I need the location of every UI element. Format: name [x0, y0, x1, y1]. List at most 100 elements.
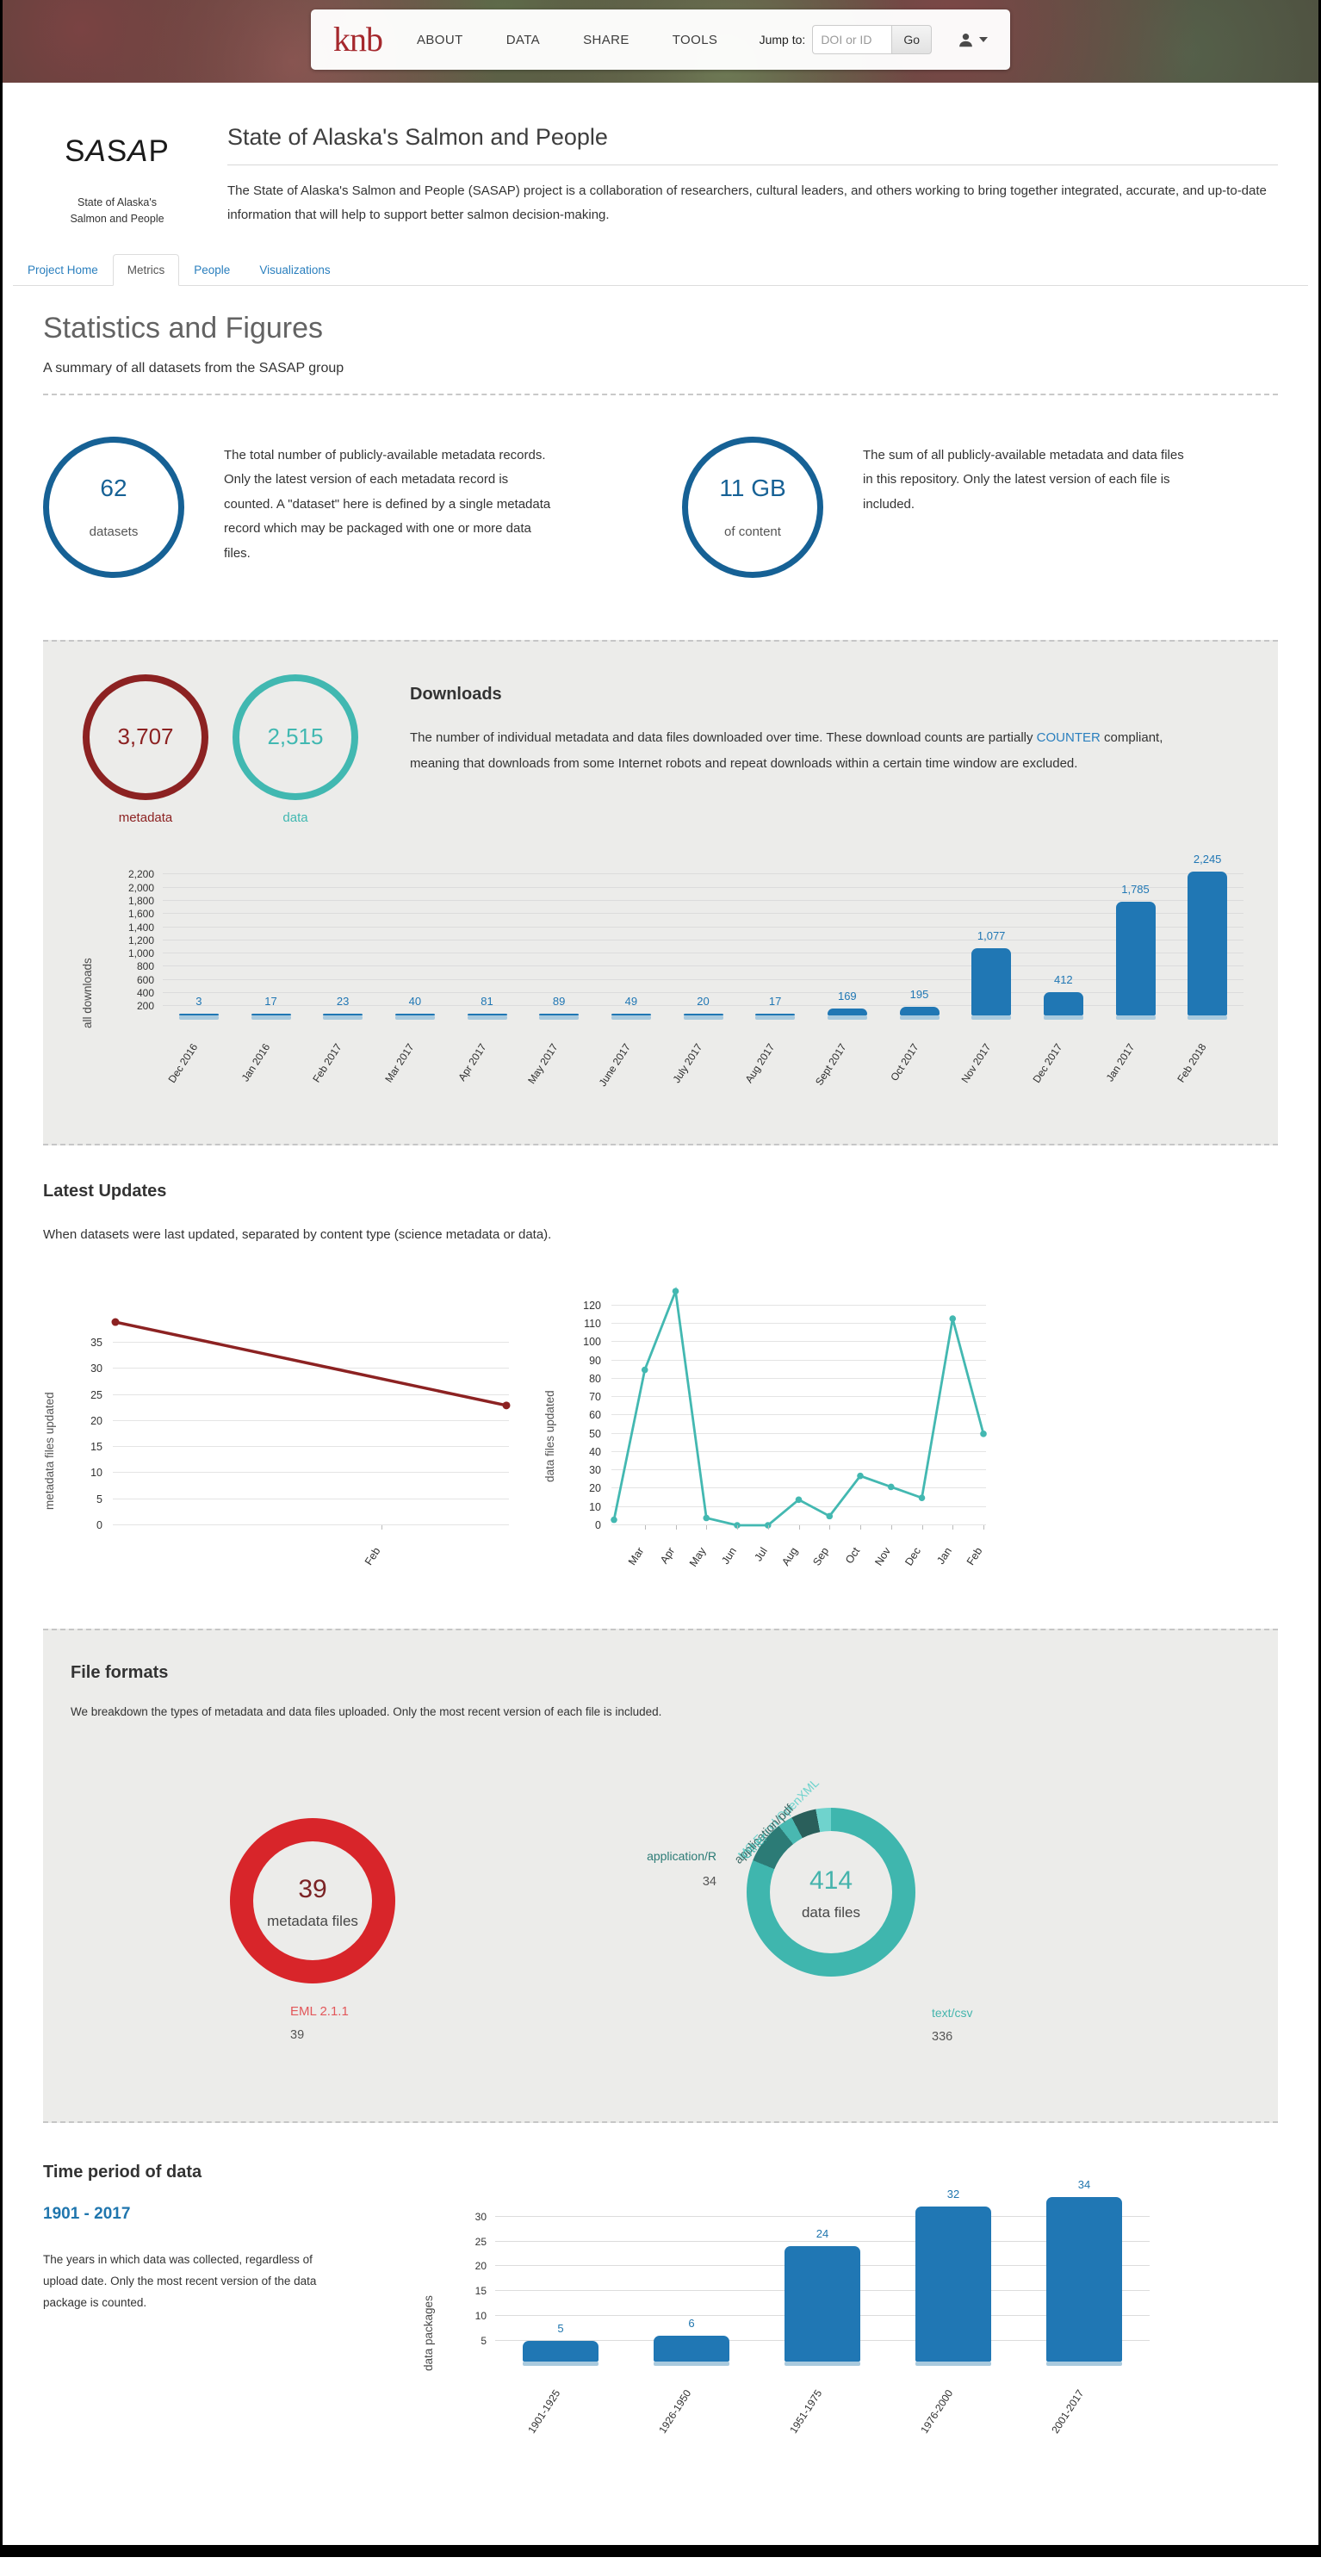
bar-base: [785, 2361, 860, 2366]
x-tick: [675, 1524, 677, 1530]
bar-base: [755, 1015, 796, 1020]
eml-slice-value: 39: [290, 2027, 305, 2042]
y-tick-label: 2,200: [127, 868, 154, 881]
y-tick-label: 80: [589, 1372, 601, 1385]
doi-search-input[interactable]: [812, 25, 892, 54]
gridline: [113, 1368, 509, 1369]
bar-base: [611, 1015, 651, 1020]
stats-title: Statistics and Figures: [43, 311, 324, 345]
jump-to-label: Jump to:: [759, 33, 806, 47]
y-tick-label: 1,200: [127, 934, 154, 947]
nav-link-about[interactable]: ABOUT: [417, 32, 463, 47]
bar-base: [683, 1015, 723, 1020]
x-tick: [706, 1524, 708, 1530]
x-tick-label: Feb 2018: [1175, 1040, 1210, 1085]
bar-value-label: 5: [557, 2321, 564, 2335]
bar-base: [394, 1015, 435, 1020]
content-size-metric: 11 GB of content The sum of all publicly…: [682, 436, 1278, 578]
bar-base: [827, 1015, 867, 1020]
bar-value-label: 89: [552, 994, 566, 1008]
bar-value-label: 34: [1077, 2177, 1091, 2191]
x-tick-label: 1976-2000: [917, 2387, 955, 2436]
y-tick-label: 40: [589, 1445, 601, 1458]
sasap-logo: SASAP State of Alaska's Salmon and Peopl…: [43, 112, 191, 228]
x-tick: [767, 1524, 769, 1530]
tab-metrics[interactable]: Metrics: [112, 253, 180, 286]
bar-base: [1115, 1015, 1156, 1020]
gridline: [611, 1304, 986, 1306]
y-tick-label: 1,400: [127, 921, 154, 934]
gridline: [611, 1341, 986, 1343]
downloads-section: 3,707 metadata 2,515 data Downloads The …: [43, 639, 1278, 1145]
gridline: [611, 1487, 986, 1489]
gridline: [611, 1450, 986, 1452]
gridline: [163, 992, 1243, 994]
tab-visualizations[interactable]: Visualizations: [259, 263, 331, 276]
y-tick-label: 1,000: [127, 947, 154, 960]
nav-link-data[interactable]: DATA: [505, 32, 541, 47]
counter-link[interactable]: COUNTER: [1036, 729, 1101, 745]
x-tick-label: June 2017: [596, 1040, 633, 1089]
content-size-count: 11 GB: [719, 475, 786, 502]
bar-Feb 2017: [323, 1014, 363, 1015]
bar-Jan 2017: [1115, 902, 1156, 1015]
gridline: [611, 1432, 986, 1434]
bar-Aug 2017: [755, 1014, 796, 1015]
project-header: SASAP State of Alaska's Salmon and Peopl…: [13, 83, 1308, 228]
tab-people[interactable]: People: [194, 263, 231, 276]
datasets-count: 62: [100, 475, 127, 502]
bar-May 2017: [539, 1013, 580, 1015]
x-tick-label: Nov 2017: [958, 1040, 994, 1085]
gridline: [611, 1469, 986, 1471]
nav-links: ABOUT DATA SHARE TOOLS: [417, 33, 717, 47]
download-count-circles: 3,707 metadata 2,515 data: [71, 673, 358, 825]
bar-value-label: 20: [697, 995, 710, 1009]
time-period-section: Time period of data 1901 - 2017 The year…: [43, 2123, 1278, 2495]
y-tick-label: 600: [136, 973, 154, 986]
y-tick-label: 70: [589, 1391, 601, 1404]
bar-value-label: 24: [816, 2227, 829, 2241]
file-formats-description: We breakdown the types of metadata and d…: [71, 1704, 662, 1718]
content-size-label: of content: [724, 525, 781, 540]
downloads-description: The number of individual metadata and da…: [410, 729, 1163, 771]
y-tick-label: 5: [96, 1493, 102, 1505]
nav-link-tools[interactable]: TOOLS: [672, 32, 718, 47]
go-button[interactable]: Go: [891, 25, 932, 54]
bar-value-label: 81: [481, 995, 493, 1009]
application-r-slice-label: application/R: [647, 1848, 716, 1863]
csv-slice-label: text/csv: [932, 2005, 973, 2020]
bar-base: [1046, 2361, 1122, 2366]
metadata-updates-line-chart: metadata files updated 0 5 10 15 20 25 30 35 Feb: [43, 1317, 511, 1586]
caret-down-icon: [979, 37, 988, 42]
gridline: [113, 1446, 509, 1447]
bar-value-label: 6: [688, 2317, 695, 2331]
y-tick-label: 400: [136, 987, 154, 1000]
photo-banner: knb ABOUT DATA SHARE TOOLS Jump to: Go: [3, 0, 1318, 83]
bar-Nov 2017: [971, 948, 1012, 1015]
x-tick-label: Jun: [719, 1544, 739, 1567]
y-tick-label: 100: [583, 1336, 601, 1349]
metadata-downloads-label: metadata: [118, 810, 173, 825]
x-tick-label: Mar: [626, 1544, 647, 1567]
knb-logo[interactable]: knb: [333, 20, 383, 59]
stats-subtitle: A summary of all datasets from the SASAP…: [43, 360, 344, 376]
bar-base: [971, 1015, 1012, 1020]
gridline: [113, 1342, 509, 1343]
tab-project-home[interactable]: Project Home: [28, 263, 98, 276]
gridline: [113, 1419, 509, 1421]
bar-value-label: 1,785: [1121, 883, 1150, 896]
x-tick-label: Sept 2017: [813, 1040, 849, 1088]
nav-link-share[interactable]: SHARE: [583, 32, 629, 47]
bar-value-label: 17: [768, 995, 782, 1009]
user-menu[interactable]: [958, 32, 988, 48]
gridline: [163, 886, 1243, 888]
datasets-label: datasets: [89, 525, 139, 540]
bar-value-label: 32: [946, 2188, 960, 2201]
divider: [43, 393, 1278, 395]
datasets-circle: 62 datasets: [43, 436, 184, 578]
x-tick-label: Apr: [658, 1544, 678, 1566]
top-navbar: knb ABOUT DATA SHARE TOOLS Jump to: Go: [311, 9, 1010, 70]
bar-value-label: 17: [264, 995, 277, 1009]
latest-updates-heading: Latest Updates: [43, 1181, 167, 1201]
